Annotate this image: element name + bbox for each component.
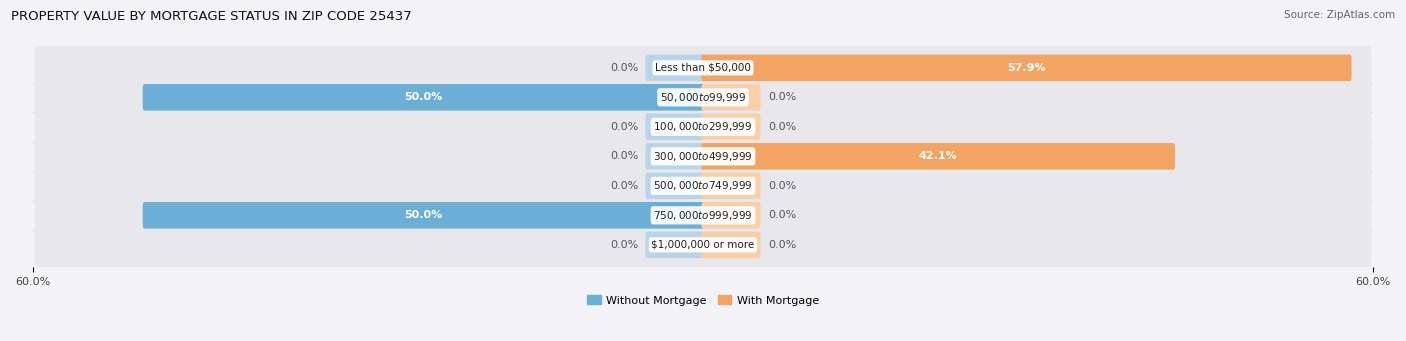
- FancyBboxPatch shape: [645, 173, 704, 199]
- FancyBboxPatch shape: [702, 143, 1175, 169]
- Text: 0.0%: 0.0%: [768, 210, 796, 220]
- Text: 0.0%: 0.0%: [768, 122, 796, 132]
- Text: Less than $50,000: Less than $50,000: [655, 63, 751, 73]
- Text: $100,000 to $299,999: $100,000 to $299,999: [654, 120, 752, 133]
- FancyBboxPatch shape: [702, 84, 761, 110]
- FancyBboxPatch shape: [35, 73, 1371, 121]
- FancyBboxPatch shape: [35, 44, 1371, 92]
- FancyBboxPatch shape: [645, 55, 704, 81]
- FancyBboxPatch shape: [702, 232, 761, 258]
- Text: 0.0%: 0.0%: [610, 151, 638, 161]
- Text: 0.0%: 0.0%: [610, 63, 638, 73]
- FancyBboxPatch shape: [35, 132, 1371, 180]
- Text: 0.0%: 0.0%: [610, 181, 638, 191]
- Text: 50.0%: 50.0%: [405, 92, 443, 102]
- Text: 0.0%: 0.0%: [768, 92, 796, 102]
- FancyBboxPatch shape: [702, 173, 761, 199]
- Text: 57.9%: 57.9%: [1007, 63, 1046, 73]
- Text: $300,000 to $499,999: $300,000 to $499,999: [654, 150, 752, 163]
- FancyBboxPatch shape: [702, 202, 761, 228]
- Text: Source: ZipAtlas.com: Source: ZipAtlas.com: [1284, 10, 1395, 20]
- Text: PROPERTY VALUE BY MORTGAGE STATUS IN ZIP CODE 25437: PROPERTY VALUE BY MORTGAGE STATUS IN ZIP…: [11, 10, 412, 23]
- Text: 0.0%: 0.0%: [768, 240, 796, 250]
- FancyBboxPatch shape: [142, 202, 704, 228]
- FancyBboxPatch shape: [35, 103, 1371, 151]
- Text: $500,000 to $749,999: $500,000 to $749,999: [654, 179, 752, 192]
- FancyBboxPatch shape: [645, 143, 704, 169]
- FancyBboxPatch shape: [35, 191, 1371, 239]
- FancyBboxPatch shape: [35, 162, 1371, 210]
- FancyBboxPatch shape: [702, 114, 761, 140]
- Text: 42.1%: 42.1%: [918, 151, 957, 161]
- Text: $50,000 to $99,999: $50,000 to $99,999: [659, 91, 747, 104]
- FancyBboxPatch shape: [645, 114, 704, 140]
- FancyBboxPatch shape: [142, 84, 704, 110]
- FancyBboxPatch shape: [702, 55, 1351, 81]
- FancyBboxPatch shape: [645, 232, 704, 258]
- Text: $750,000 to $999,999: $750,000 to $999,999: [654, 209, 752, 222]
- Text: $1,000,000 or more: $1,000,000 or more: [651, 240, 755, 250]
- Text: 50.0%: 50.0%: [405, 210, 443, 220]
- FancyBboxPatch shape: [35, 221, 1371, 269]
- Text: 0.0%: 0.0%: [768, 181, 796, 191]
- Text: 0.0%: 0.0%: [610, 122, 638, 132]
- Legend: Without Mortgage, With Mortgage: Without Mortgage, With Mortgage: [582, 291, 824, 310]
- Text: 0.0%: 0.0%: [610, 240, 638, 250]
